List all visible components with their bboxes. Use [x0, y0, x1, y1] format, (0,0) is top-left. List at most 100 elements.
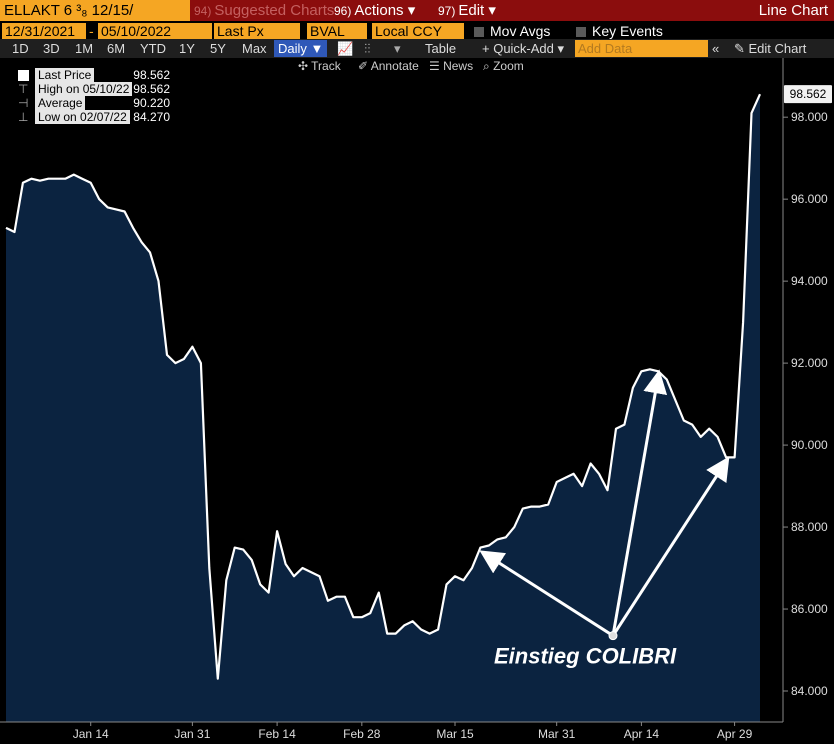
annotation-text: Einstieg COLIBRI	[494, 644, 677, 669]
last-value-label: 98.562	[790, 87, 827, 101]
high-marker-icon: ⊤	[18, 82, 29, 96]
field-selector[interactable]: Last Px	[214, 23, 300, 39]
annotation-arrow	[611, 369, 668, 636]
white-square-icon	[18, 70, 29, 81]
frequency-selector[interactable]: Daily ▼	[274, 40, 328, 57]
date-separator: -	[89, 23, 94, 39]
x-tick-label: Jan 31	[174, 727, 210, 741]
edit-menu[interactable]: 97) Edit ▾	[438, 0, 496, 21]
legend-average-value: 90.220	[133, 96, 170, 110]
key-events-label: Key Events	[592, 23, 663, 39]
actions-num: 96)	[334, 4, 352, 18]
end-date-field[interactable]: 05/10/2022	[98, 23, 212, 39]
legend-high: ⊤ High on 05/10/22 98.562	[6, 82, 184, 96]
pencil-icon: ✎	[734, 41, 749, 56]
annotate-icon: ✐	[358, 59, 371, 73]
legend-high-value: 98.562	[133, 82, 170, 96]
y-tick-label: 98.000	[791, 110, 828, 124]
period-3d[interactable]: 3D	[43, 41, 60, 56]
track-label: Track	[311, 59, 341, 73]
candle-chart-icon[interactable]: ⫶⫶	[364, 41, 371, 56]
period-6m[interactable]: 6M	[107, 41, 126, 56]
y-tick-label: 96.000	[791, 192, 828, 206]
y-tick-label: 92.000	[791, 356, 828, 370]
add-data-input[interactable]: Add Data	[575, 40, 708, 57]
annotation-arrow	[611, 456, 730, 637]
title-bar: ELLAKT 6 ³₈ 12/15/ 94) Suggested Charts 9…	[0, 0, 834, 21]
x-tick-label: Apr 14	[624, 727, 660, 741]
period-max[interactable]: Max	[242, 41, 267, 56]
legend-last-price-value: 98.562	[133, 68, 170, 82]
legend-average-label: Average	[35, 96, 86, 110]
price-line	[5, 93, 762, 680]
zoom-tool[interactable]: ⌕ Zoom	[483, 58, 524, 74]
legend-low: ⊥ Low on 02/07/22 84.270	[6, 110, 184, 124]
period-1y[interactable]: 1Y	[179, 41, 195, 56]
track-tool[interactable]: ✣ Track	[298, 58, 341, 74]
x-tick-label: Feb 28	[343, 727, 381, 741]
average-marker-icon: ⊣	[18, 96, 29, 110]
collapse-icon[interactable]: «	[712, 41, 720, 56]
ticker-field[interactable]: ELLAKT 6 ³₈ 12/15/	[0, 0, 190, 21]
x-tick-label: Feb 14	[258, 727, 296, 741]
mov-avgs-label: Mov Avgs	[490, 23, 551, 39]
key-events-checkbox-icon	[576, 27, 586, 37]
period-1d[interactable]: 1D	[12, 41, 29, 56]
news-tool[interactable]: ☰ News	[429, 58, 473, 74]
currency-selector[interactable]: Local CCY	[372, 23, 464, 39]
annotate-tool[interactable]: ✐ Annotate	[358, 58, 419, 74]
x-tick-label: Mar 31	[538, 727, 576, 741]
mov-avgs-checkbox-icon	[474, 27, 484, 37]
suggested-label: Suggested Charts	[214, 2, 335, 19]
period-5y[interactable]: 5Y	[210, 41, 226, 56]
news-label: News	[443, 59, 474, 73]
zoom-label: Zoom	[493, 59, 524, 73]
edit-num: 97)	[438, 4, 456, 18]
legend-last-price: Last Price 98.562	[6, 68, 184, 82]
chart-style-dropdown-icon[interactable]: ▾	[394, 41, 401, 56]
start-date-field[interactable]: 12/31/2021	[2, 23, 86, 39]
x-tick-label: Apr 29	[717, 727, 753, 741]
actions-menu[interactable]: 96) Actions ▾	[334, 0, 415, 21]
table-button[interactable]: Table	[425, 41, 457, 56]
edit-label: Edit ▾	[458, 2, 496, 19]
y-tick-label: 94.000	[791, 274, 828, 288]
news-icon: ☰	[429, 59, 444, 73]
y-tick-label: 86.000	[791, 602, 828, 616]
crosshair-icon: ✣	[298, 59, 312, 73]
legend-high-label: High on 05/10/22	[35, 82, 133, 96]
x-tick-label: Jan 14	[73, 727, 109, 741]
key-events-toggle[interactable]: Key Events	[576, 23, 663, 39]
source-selector[interactable]: BVAL	[307, 23, 367, 39]
price-chart[interactable]: 84.000 86.000 88.000 90.000 92.000 94.000 96.0…	[0, 58, 834, 744]
annotation-arrow	[479, 550, 614, 637]
suggested-charts-button[interactable]: 94) Suggested Charts	[194, 0, 334, 21]
edit-chart-button[interactable]: ✎ Edit Chart	[734, 40, 806, 57]
period-bar: 1D 3D 1M 6M YTD 1Y 5Y Max Daily ▼ 📈 ⫶⫶ ▾…	[0, 39, 834, 58]
annotation-origin	[608, 631, 618, 641]
legend-low-label: Low on 02/07/22	[35, 110, 130, 124]
legend: Last Price 98.562 ⊤ High on 05/10/22 98.…	[6, 66, 184, 124]
actions-label: Actions ▾	[354, 2, 416, 19]
x-tick-label: Mar 15	[436, 727, 474, 741]
line-chart-icon[interactable]: 📈	[337, 41, 354, 56]
legend-last-price-label: Last Price	[35, 68, 95, 82]
y-tick-label: 90.000	[791, 438, 828, 452]
price-area	[6, 94, 760, 722]
period-ytd[interactable]: YTD	[140, 41, 166, 56]
mov-avgs-toggle[interactable]: Mov Avgs	[474, 23, 550, 39]
y-tick-label: 84.000	[791, 684, 828, 698]
quick-add-button[interactable]: + Quick-Add ▾	[482, 41, 565, 56]
period-1m[interactable]: 1M	[75, 41, 94, 56]
magnifier-icon: ⌕	[483, 59, 494, 73]
edit-chart-label: Edit Chart	[748, 41, 807, 56]
legend-average: ⊣ Average 90.220	[6, 96, 184, 110]
controls-bar: 12/31/2021 - 05/10/2022 Last Px BVAL Loc…	[0, 21, 834, 39]
annotate-label: Annotate	[370, 59, 419, 73]
chart-type-title: Line Chart	[758, 2, 828, 19]
last-value-badge	[784, 85, 832, 104]
suggested-num: 94)	[194, 4, 212, 18]
legend-low-value: 84.270	[133, 110, 170, 124]
low-marker-icon: ⊥	[18, 110, 29, 124]
y-tick-label: 88.000	[791, 520, 828, 534]
